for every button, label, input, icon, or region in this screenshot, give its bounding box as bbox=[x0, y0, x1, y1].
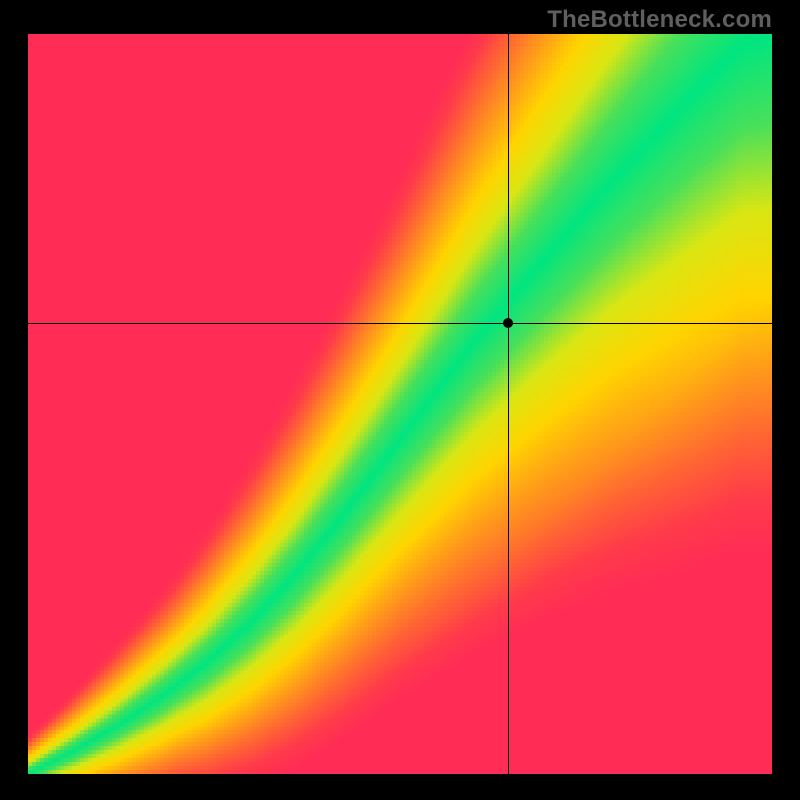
watermark-text: TheBottleneck.com bbox=[547, 6, 772, 34]
bottleneck-heatmap bbox=[28, 34, 772, 774]
crosshair-vertical bbox=[508, 34, 509, 774]
selection-marker bbox=[503, 318, 513, 328]
crosshair-horizontal bbox=[28, 323, 772, 324]
heatmap-canvas bbox=[28, 34, 772, 774]
